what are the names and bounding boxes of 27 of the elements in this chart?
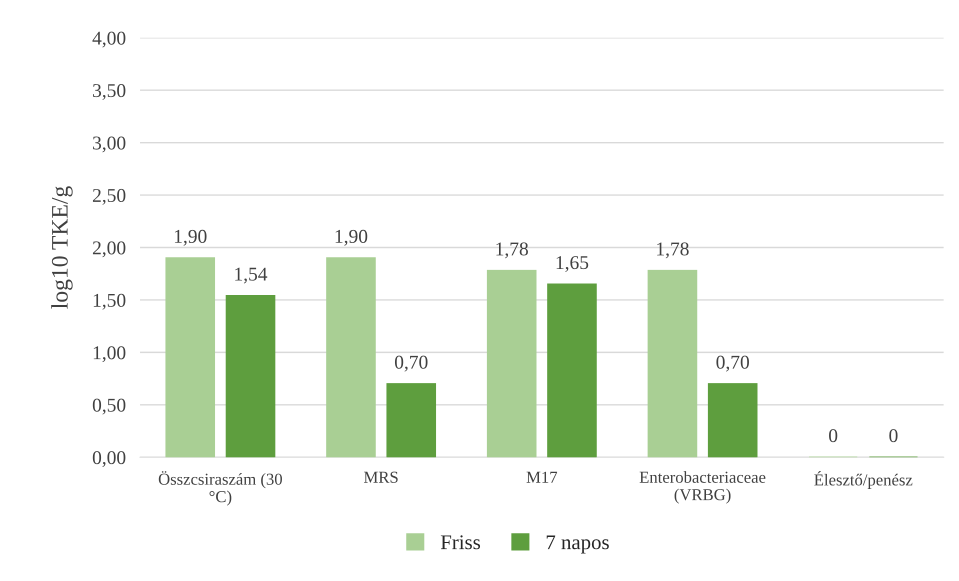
y-axis-title: log10 TKE/g	[51, 186, 73, 309]
y-tick-label: 3,00	[93, 136, 126, 152]
data-label: 0	[829, 429, 838, 442]
y-tick-label: 0,00	[92, 451, 126, 467]
data-label: 0,70	[716, 356, 749, 372]
y-tick-label: 0,50	[92, 398, 126, 415]
data-label: 1,78	[496, 242, 528, 258]
x-tick-label: Enterobacteriaceae (VRBG)	[640, 471, 766, 504]
y-tick-label: 1,50	[94, 294, 126, 310]
legend-label: 7 napos	[546, 535, 609, 554]
x-tick-label: M17	[526, 472, 558, 483]
legend-label: Friss	[440, 535, 480, 550]
data-label: 0,70	[394, 356, 428, 372]
x-tick-label: Élesztő/penész	[814, 471, 912, 489]
y-tick-label: 1,00	[94, 346, 126, 362]
data-label: 0	[889, 429, 898, 442]
data-label: 1,65	[556, 256, 588, 272]
x-tick-label: MRS	[364, 472, 398, 483]
y-tick-label: 2,00	[92, 241, 126, 258]
data-label: 1,54	[235, 268, 268, 284]
y-tick-label: 2,50	[92, 188, 126, 205]
data-label: 1,78	[657, 242, 689, 258]
data-label: 1,90	[336, 230, 368, 246]
y-tick-label: 4,00	[92, 32, 126, 48]
x-tick-label: Összcsiraszám (30 °C)	[158, 471, 282, 506]
data-label: 1,90	[174, 230, 207, 246]
y-tick-label: 3,50	[93, 84, 126, 100]
